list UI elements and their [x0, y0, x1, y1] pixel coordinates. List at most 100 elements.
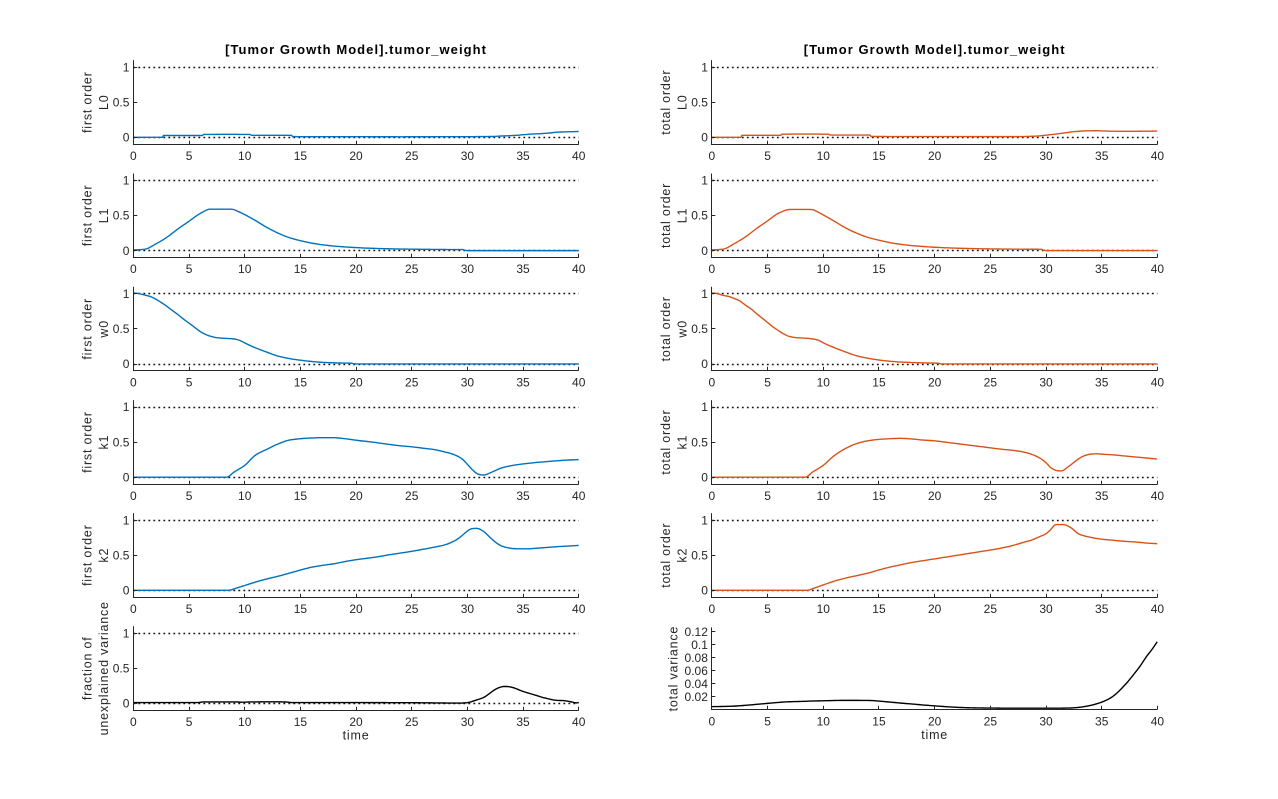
svg-text:0.5: 0.5	[113, 548, 130, 562]
svg-text:10: 10	[238, 602, 252, 616]
svg-text:40: 40	[572, 149, 586, 163]
svg-text:0: 0	[709, 602, 716, 616]
svg-text:30: 30	[461, 715, 475, 729]
svg-text:5: 5	[186, 376, 193, 390]
svg-text:25: 25	[984, 489, 998, 503]
svg-text:40: 40	[1151, 602, 1165, 616]
svg-text:30: 30	[1039, 715, 1053, 729]
svg-text:30: 30	[461, 602, 475, 616]
svg-text:0: 0	[123, 697, 130, 711]
svg-text:40: 40	[1151, 715, 1165, 729]
svg-text:0: 0	[130, 149, 137, 163]
svg-text:0: 0	[123, 357, 130, 371]
svg-text:[Tumor Growth Model].tumor_wei: [Tumor Growth Model].tumor_weight	[804, 42, 1066, 57]
svg-text:0.5: 0.5	[691, 435, 708, 449]
svg-text:0: 0	[701, 244, 708, 258]
svg-text:20: 20	[928, 262, 942, 276]
svg-text:10: 10	[817, 149, 831, 163]
svg-text:40: 40	[1151, 489, 1165, 503]
svg-text:0: 0	[709, 376, 716, 390]
svg-text:0.5: 0.5	[691, 95, 708, 109]
svg-text:0: 0	[123, 131, 130, 145]
svg-text:k1: k1	[675, 435, 689, 450]
svg-text:20: 20	[349, 262, 363, 276]
svg-text:40: 40	[572, 602, 586, 616]
svg-text:0: 0	[130, 262, 137, 276]
svg-text:25: 25	[984, 149, 998, 163]
svg-text:L0: L0	[675, 94, 689, 110]
svg-text:10: 10	[817, 489, 831, 503]
svg-text:5: 5	[186, 149, 193, 163]
svg-text:first order: first order	[80, 411, 94, 473]
svg-text:0: 0	[130, 376, 137, 390]
svg-text:35: 35	[516, 262, 530, 276]
svg-text:25: 25	[405, 602, 419, 616]
svg-text:15: 15	[872, 489, 886, 503]
svg-text:20: 20	[349, 602, 363, 616]
svg-text:35: 35	[1095, 715, 1109, 729]
svg-text:25: 25	[405, 262, 419, 276]
svg-text:15: 15	[294, 489, 308, 503]
svg-text:0: 0	[130, 715, 137, 729]
svg-text:0: 0	[709, 149, 716, 163]
svg-text:first order: first order	[80, 298, 94, 360]
svg-text:L1: L1	[97, 208, 111, 224]
svg-text:0: 0	[701, 584, 708, 598]
svg-text:k1: k1	[97, 435, 111, 450]
svg-text:40: 40	[572, 489, 586, 503]
svg-text:5: 5	[764, 715, 771, 729]
svg-text:10: 10	[238, 149, 252, 163]
svg-text:0.08: 0.08	[685, 651, 709, 665]
svg-text:0.5: 0.5	[691, 548, 708, 562]
svg-text:40: 40	[1151, 262, 1165, 276]
svg-text:[Tumor Growth Model].tumor_wei: [Tumor Growth Model].tumor_weight	[225, 42, 487, 57]
svg-text:0: 0	[130, 489, 137, 503]
svg-text:total order: total order	[659, 183, 673, 248]
svg-text:40: 40	[1151, 149, 1165, 163]
svg-text:0: 0	[123, 584, 130, 598]
svg-text:35: 35	[1095, 489, 1109, 503]
svg-text:0.02: 0.02	[685, 690, 709, 704]
svg-text:30: 30	[461, 149, 475, 163]
svg-text:1: 1	[123, 400, 130, 414]
svg-text:0: 0	[123, 244, 130, 258]
svg-text:1: 1	[123, 174, 130, 188]
svg-text:10: 10	[238, 489, 252, 503]
svg-text:1: 1	[701, 513, 708, 527]
svg-text:L1: L1	[675, 208, 689, 224]
svg-text:5: 5	[764, 489, 771, 503]
svg-text:15: 15	[294, 376, 308, 390]
svg-text:15: 15	[872, 602, 886, 616]
svg-text:15: 15	[872, 149, 886, 163]
svg-text:20: 20	[928, 489, 942, 503]
svg-text:15: 15	[294, 715, 308, 729]
svg-text:0: 0	[701, 357, 708, 371]
svg-text:40: 40	[572, 262, 586, 276]
svg-text:k2: k2	[675, 548, 689, 563]
svg-text:total order: total order	[659, 296, 673, 361]
svg-text:30: 30	[1039, 376, 1053, 390]
svg-text:total order: total order	[659, 410, 673, 475]
svg-text:20: 20	[349, 149, 363, 163]
svg-text:5: 5	[186, 602, 193, 616]
svg-text:25: 25	[984, 376, 998, 390]
svg-text:30: 30	[1039, 602, 1053, 616]
svg-text:10: 10	[817, 602, 831, 616]
svg-text:0: 0	[123, 470, 130, 484]
svg-text:0.06: 0.06	[685, 664, 709, 678]
svg-text:35: 35	[516, 715, 530, 729]
svg-text:30: 30	[1039, 262, 1053, 276]
svg-text:0: 0	[701, 470, 708, 484]
svg-text:40: 40	[572, 376, 586, 390]
svg-text:1: 1	[701, 60, 708, 74]
svg-text:25: 25	[984, 262, 998, 276]
svg-text:0: 0	[709, 715, 716, 729]
svg-text:0.1: 0.1	[691, 638, 708, 652]
svg-text:10: 10	[817, 715, 831, 729]
svg-text:30: 30	[461, 262, 475, 276]
svg-text:35: 35	[1095, 602, 1109, 616]
svg-text:35: 35	[1095, 149, 1109, 163]
svg-text:first order: first order	[80, 71, 94, 133]
svg-text:5: 5	[764, 149, 771, 163]
svg-text:20: 20	[928, 715, 942, 729]
